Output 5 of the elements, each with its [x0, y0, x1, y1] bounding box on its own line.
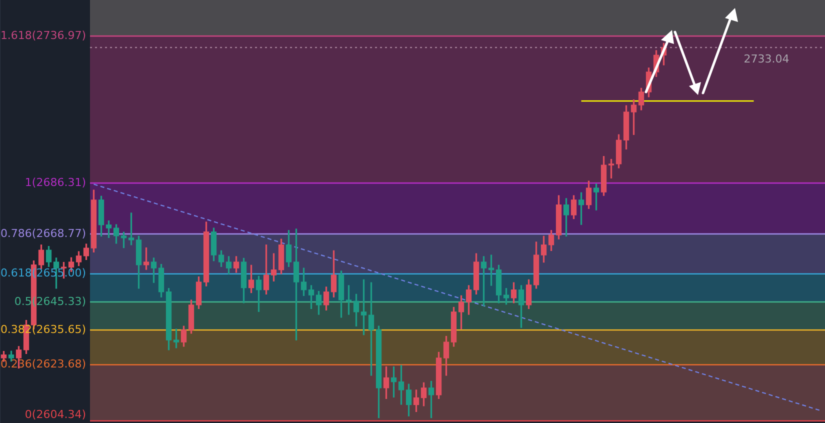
ref-line-label: 2733.04 [744, 52, 790, 66]
ref-line-label: 0.786(2668.77) [0, 226, 86, 240]
ref-line-label: 0(2604.34) [24, 408, 86, 421]
ref-line-label: 1.618(2736.97) [0, 28, 86, 42]
ref-line-label: 1(2686.31) [24, 176, 86, 189]
